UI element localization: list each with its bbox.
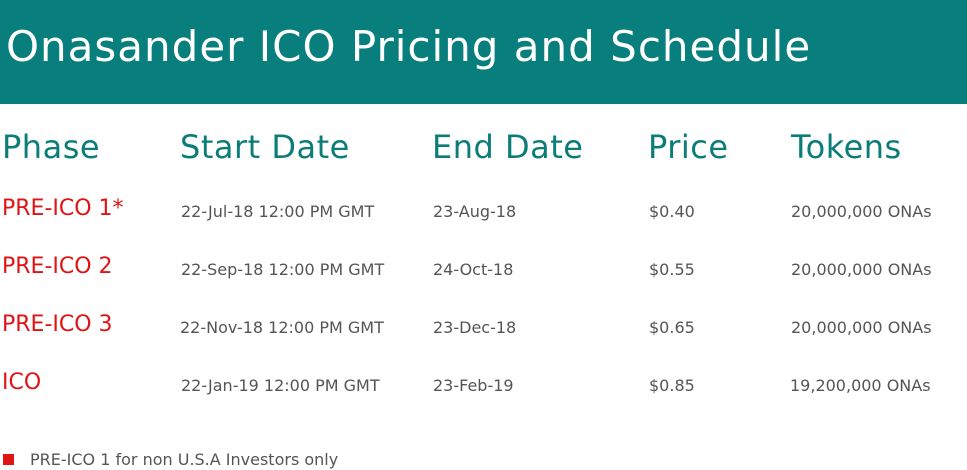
header-price: Price — [648, 128, 729, 166]
row-1-end-date: 23-Aug-18 — [433, 202, 517, 221]
row-1-price: $0.40 — [649, 202, 695, 221]
page-title: Onasander ICO Pricing and Schedule — [6, 22, 812, 71]
row-2-phase: PRE-ICO 2 — [2, 254, 113, 279]
header-phase: Phase — [2, 128, 101, 166]
row-4-price: $0.85 — [649, 376, 695, 395]
header-start-date: Start Date — [180, 128, 350, 166]
row-4-phase: ICO — [2, 370, 42, 395]
row-2-tokens: 20,000,000 ONAs — [791, 260, 932, 279]
row-2-end-date: 24-Oct-18 — [433, 260, 514, 279]
row-1-tokens: 20,000,000 ONAs — [791, 202, 932, 221]
row-3-price: $0.65 — [649, 318, 695, 337]
footnote-text: PRE-ICO 1 for non U.S.A Investors only — [30, 450, 339, 469]
footnote-bullet-icon — [3, 454, 14, 465]
header-tokens: Tokens — [791, 128, 902, 166]
row-4-end-date: 23-Feb-19 — [433, 376, 514, 395]
title-banner: Onasander ICO Pricing and Schedule — [0, 0, 967, 104]
row-1-phase: PRE-ICO 1* — [2, 196, 124, 221]
row-2-price: $0.55 — [649, 260, 695, 279]
row-3-start-date: 22-Nov-18 12:00 PM GMT — [180, 318, 384, 337]
row-1-start-date: 22-Jul-18 12:00 PM GMT — [181, 202, 375, 221]
row-4-start-date: 22-Jan-19 12:00 PM GMT — [181, 376, 380, 395]
row-4-tokens: 19,200,000 ONAs — [790, 376, 931, 395]
row-3-phase: PRE-ICO 3 — [2, 312, 113, 337]
row-2-start-date: 22-Sep-18 12:00 PM GMT — [181, 260, 385, 279]
row-3-tokens: 20,000,000 ONAs — [791, 318, 932, 337]
header-end-date: End Date — [432, 128, 584, 166]
row-3-end-date: 23-Dec-18 — [433, 318, 517, 337]
